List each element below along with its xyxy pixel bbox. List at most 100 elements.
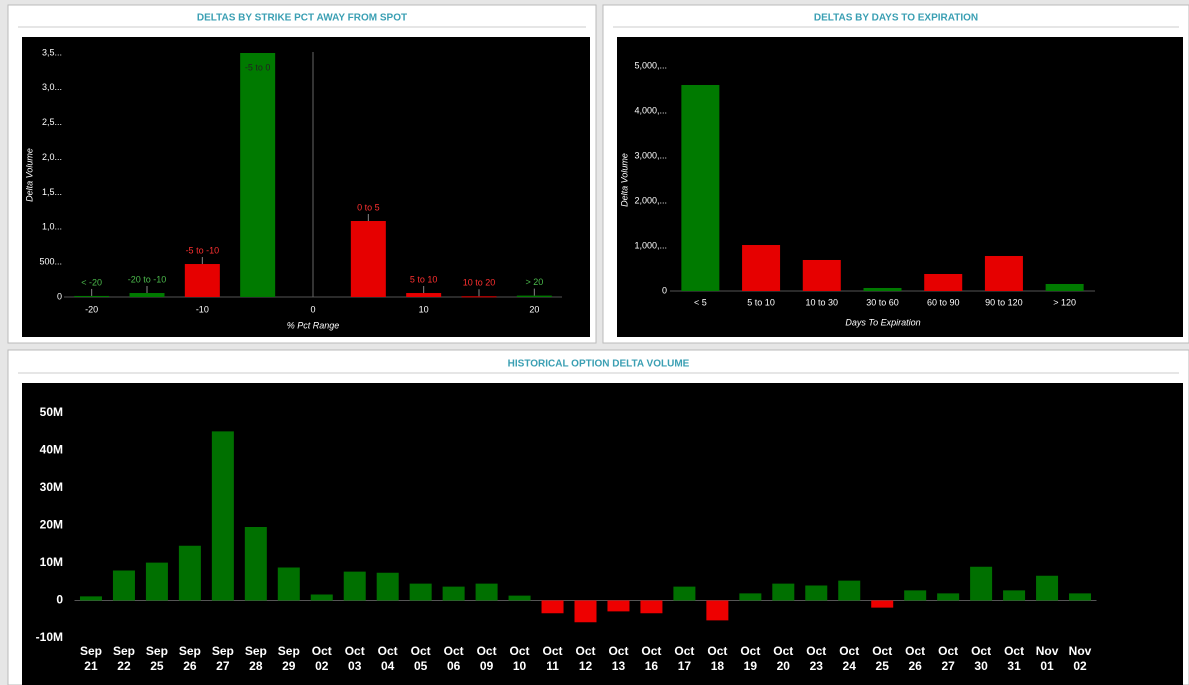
x-tick-line: Oct: [575, 644, 595, 658]
bar: [805, 585, 828, 601]
x-tick-line: 22: [117, 659, 131, 673]
bar: [673, 586, 696, 601]
x-tick-label: Oct 19: [740, 644, 760, 673]
x-tick-label: Sep 25: [146, 644, 168, 673]
x-tick-line: 03: [348, 659, 362, 673]
bar: [1036, 575, 1059, 601]
bar: [516, 295, 552, 297]
y-tick-label: 10M: [40, 555, 63, 569]
y-tick-label: 3,0...: [42, 82, 62, 92]
x-tick-label: Oct 27: [938, 644, 958, 673]
x-tick-label: 10 to 30: [806, 297, 839, 307]
x-tick-line: 02: [315, 659, 329, 673]
x-tick-line: 16: [645, 659, 659, 673]
x-tick-line: Oct: [938, 644, 958, 658]
x-tick-label: 20: [529, 304, 539, 314]
bar: [871, 600, 894, 608]
x-tick-label: Oct 26: [905, 644, 925, 673]
bar: [970, 566, 993, 601]
bar: [838, 580, 861, 601]
x-tick-line: Oct: [510, 644, 530, 658]
y-tick-label: 0: [56, 593, 63, 607]
x-tick-label: Oct 25: [872, 644, 892, 673]
x-axis-label: Days To Expiration: [845, 317, 920, 327]
x-tick-line: 09: [480, 659, 494, 673]
x-tick-line: 11: [546, 659, 559, 673]
x-tick-label: Oct 24: [839, 644, 859, 673]
x-tick-line: Oct: [707, 644, 727, 658]
x-tick-label: Sep 21: [80, 644, 102, 673]
x-tick-line: 26: [908, 659, 922, 673]
x-tick-line: Oct: [411, 644, 431, 658]
bar: [244, 527, 267, 601]
x-tick-label: 60 to 90: [927, 297, 960, 307]
x-tick-label: Oct 23: [806, 644, 826, 673]
x-tick-label: Oct 12: [575, 644, 595, 673]
x-tick-label: Oct 16: [641, 644, 661, 673]
y-tick-label: 20M: [40, 518, 63, 532]
x-tick-line: Oct: [839, 644, 859, 658]
x-tick-line: 05: [414, 659, 428, 673]
x-tick-label: Oct 18: [707, 644, 727, 673]
bar: [409, 583, 432, 601]
x-tick-line: Oct: [312, 644, 332, 658]
bar-label: -20 to -10: [128, 274, 167, 284]
bar: [541, 600, 564, 614]
bar: [1069, 593, 1092, 601]
panel-title: DELTAS BY DAYS TO EXPIRATION: [814, 13, 978, 24]
bar: [802, 259, 841, 291]
bar: [984, 255, 1023, 291]
y-tick-label: 1,0...: [42, 222, 62, 232]
bar: [742, 245, 781, 291]
x-tick-label: Oct 17: [674, 644, 694, 673]
bar: [461, 296, 497, 298]
bar: [706, 600, 729, 621]
x-tick-line: Sep: [179, 644, 201, 658]
bar: [74, 295, 110, 297]
x-tick-label: Oct 11: [543, 644, 563, 673]
bar: [277, 567, 300, 601]
x-tick-label: Oct 09: [477, 644, 497, 673]
x-tick-label: Oct 31: [1004, 644, 1024, 673]
x-tick-label: < 5: [694, 297, 707, 307]
x-tick-line: Oct: [641, 644, 661, 658]
bar: [343, 571, 366, 601]
x-tick-line: Sep: [80, 644, 102, 658]
bar: [406, 293, 442, 297]
x-tick-line: 25: [150, 659, 164, 673]
x-tick-label: Oct 06: [444, 644, 464, 673]
y-tick-label: 500...: [39, 257, 62, 267]
bar-label: -5 to 0: [245, 62, 271, 72]
x-tick-line: Sep: [278, 644, 300, 658]
x-tick-label: 0: [310, 304, 315, 314]
x-tick-label: > 120: [1053, 297, 1076, 307]
x-tick-line: 25: [876, 659, 890, 673]
x-tick-line: 20: [777, 659, 791, 673]
y-axis-label: Delta Volume: [619, 153, 629, 207]
bar: [574, 600, 597, 623]
x-tick-label: 5 to 10: [747, 297, 775, 307]
bar: [178, 545, 201, 601]
x-tick-line: 31: [1007, 659, 1021, 673]
y-tick-label: 50M: [40, 405, 63, 419]
y-tick-label: 0: [662, 285, 667, 295]
bar: [184, 264, 220, 297]
bar: [79, 596, 102, 601]
bar: [739, 593, 762, 601]
x-tick-line: Oct: [608, 644, 628, 658]
x-axis-label: % Pct Range: [287, 320, 340, 330]
x-tick-label: Sep 26: [179, 644, 201, 673]
x-tick-label: Sep 28: [245, 644, 267, 673]
x-tick-label: Nov 02: [1069, 644, 1092, 673]
bar: [129, 293, 165, 297]
x-tick-label: Oct 02: [312, 644, 332, 673]
plot-area: [22, 383, 1183, 685]
x-tick-label: -20: [85, 304, 98, 314]
bar: [145, 562, 168, 601]
x-tick-line: Oct: [971, 644, 991, 658]
bar: [1045, 283, 1084, 291]
x-tick-line: Sep: [212, 644, 234, 658]
x-tick-line: 19: [744, 659, 758, 673]
x-tick-line: 29: [282, 659, 296, 673]
y-tick-label: -10M: [36, 630, 63, 644]
